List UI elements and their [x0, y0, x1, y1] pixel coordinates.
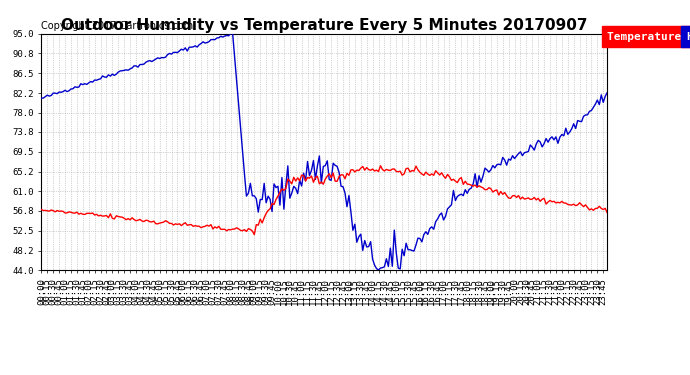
Text: Copyright 2017 Cartronics.com: Copyright 2017 Cartronics.com — [41, 21, 193, 32]
Text: Humidity (%): Humidity (%) — [687, 32, 690, 42]
Text: Temperature (°F): Temperature (°F) — [607, 32, 690, 42]
Title: Outdoor Humidity vs Temperature Every 5 Minutes 20170907: Outdoor Humidity vs Temperature Every 5 … — [61, 18, 588, 33]
